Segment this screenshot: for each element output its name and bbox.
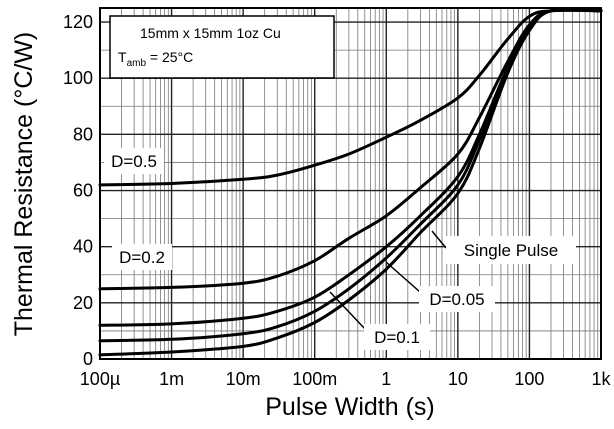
conditions-line-2: Tamb = 25°C bbox=[118, 49, 193, 69]
annotation-label-d-0-5: D=0.5 bbox=[111, 152, 157, 171]
x-tick-labels: 100µ 1m 10m 100m 1 10 100 1k bbox=[80, 369, 612, 389]
x-axis-title: Pulse Width (s) bbox=[265, 393, 434, 421]
annotation-box-d-0-05 bbox=[419, 286, 495, 312]
conditions-t-sub: amb bbox=[127, 58, 147, 69]
y-tick-labels: 0 20 40 60 80 100 120 bbox=[63, 12, 93, 369]
x-tick-label: 100 bbox=[514, 369, 544, 389]
x-tick-label: 1m bbox=[159, 369, 184, 389]
x-tick-label: 10 bbox=[448, 369, 468, 389]
x-tick-label: 100µ bbox=[80, 369, 120, 389]
conditions-t-value: = 25°C bbox=[146, 49, 193, 65]
y-tick-label: 80 bbox=[73, 124, 93, 144]
annotation-label-d-0-2: D=0.2 bbox=[119, 248, 165, 267]
series-line-d-0-1 bbox=[98, 7, 603, 357]
series-line-d-0-2 bbox=[98, 8, 603, 291]
y-tick-label: 20 bbox=[73, 293, 93, 313]
annotation-box-single-pulse bbox=[446, 236, 576, 264]
y-tick-label: 60 bbox=[73, 181, 93, 201]
y-tick-label: 120 bbox=[63, 12, 93, 32]
conditions-t: T bbox=[118, 49, 127, 65]
series-layer bbox=[98, 7, 603, 357]
annotation-label-d-0-05: D=0.05 bbox=[429, 290, 484, 309]
conditions-box: 15mm x 15mm 1oz Cu Tamb = 25°C bbox=[109, 15, 335, 79]
annotation-layer: D=0.5 D=0.2 Single Pulse D=0.05 D=0.1 bbox=[104, 148, 576, 350]
conditions-line-1: 15mm x 15mm 1oz Cu bbox=[140, 25, 281, 41]
plot-frame bbox=[99, 7, 602, 360]
series-line-d-0-05 bbox=[98, 8, 603, 343]
series-line-d-0-5 bbox=[98, 8, 603, 187]
annotation-box-d-0-2 bbox=[112, 244, 172, 270]
x-tick-label: 1k bbox=[591, 369, 611, 389]
annotation-label-single-pulse: Single Pulse bbox=[464, 241, 559, 260]
y-axis-title: Thermal Resistance (°C/W) bbox=[10, 32, 38, 337]
y-tick-label: 100 bbox=[63, 68, 93, 88]
annotation-pointer-d-0-1 bbox=[329, 291, 367, 331]
y-tick-label: 40 bbox=[73, 237, 93, 257]
annotation-label-d-0-1: D=0.1 bbox=[374, 328, 420, 347]
x-tick-label: 1 bbox=[381, 369, 391, 389]
y-tick-label: 0 bbox=[83, 349, 93, 369]
annotation-pointer-single-pulse bbox=[431, 230, 447, 249]
x-tick-label: 100m bbox=[292, 369, 337, 389]
annotation-pointer-d-0-05 bbox=[385, 261, 421, 293]
conditions-box-frame bbox=[109, 15, 335, 79]
annotation-box-d-0-1 bbox=[364, 324, 430, 350]
annotation-box-d-0-5 bbox=[104, 148, 164, 174]
x-tick-label: 10m bbox=[226, 369, 261, 389]
